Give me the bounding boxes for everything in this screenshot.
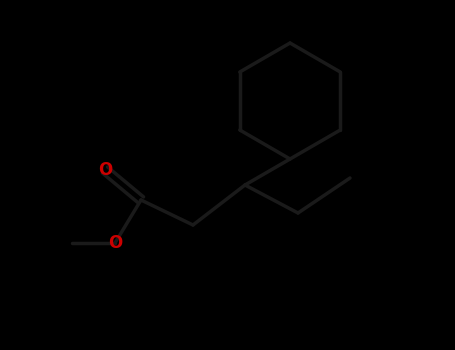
Text: O: O: [98, 161, 112, 179]
Text: O: O: [108, 234, 122, 252]
